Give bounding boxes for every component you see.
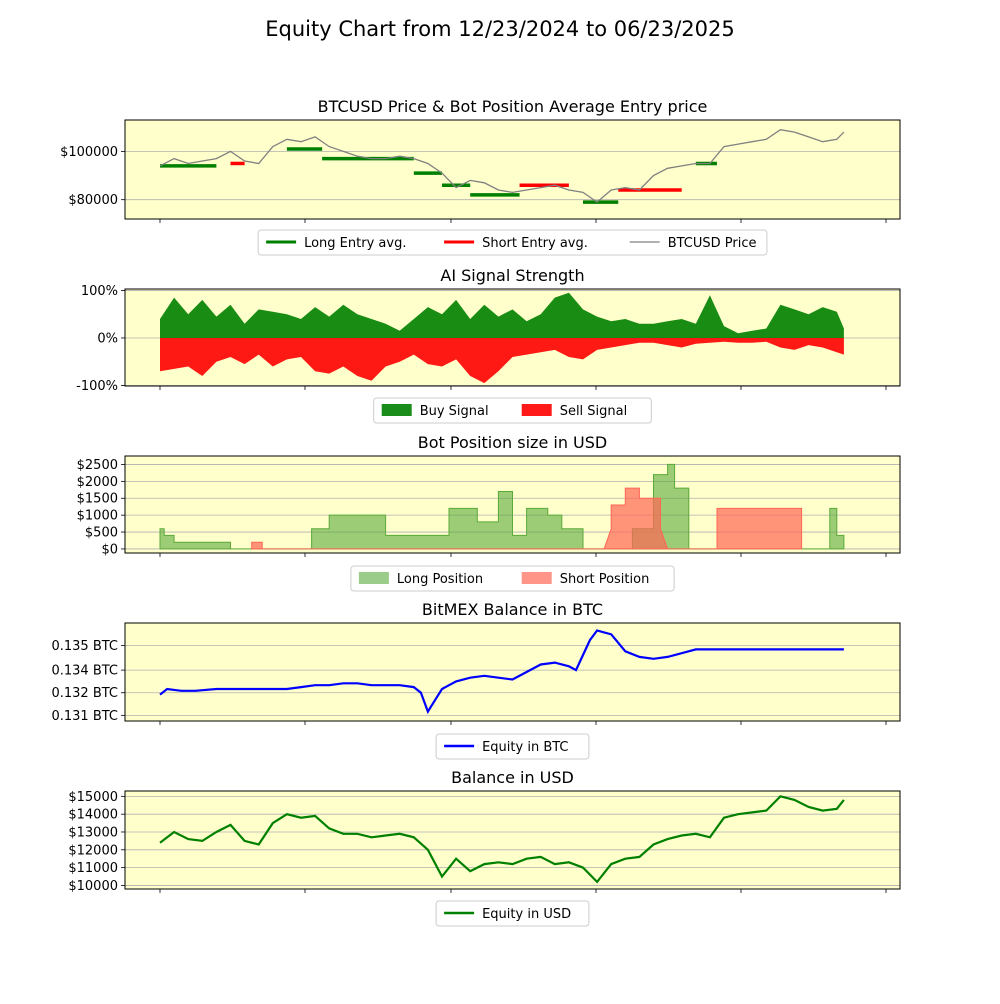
y-tick-label: $13000 xyxy=(68,825,118,840)
legend-box xyxy=(350,565,675,592)
y-tick-label: $11000 xyxy=(68,861,118,876)
panel-title: Balance in USD xyxy=(451,768,574,787)
chart-panel-4: BitMEX Balance in BTC 0.131 BTC 0.132 BTC 0… xyxy=(51,600,901,760)
btcusd-price-line xyxy=(159,129,845,203)
y-tick-label: $10000 xyxy=(68,879,118,894)
plot-background xyxy=(125,120,900,219)
chart-panel-2: AI Signal Strength -100% 0% 100% Buy Signal S… xyxy=(76,266,901,424)
legend-label: Equity in BTC xyxy=(482,740,568,755)
y-tick-label: $2500 xyxy=(77,458,118,473)
legend: Equity in BTC xyxy=(435,733,590,760)
legend-label: Short Entry avg. xyxy=(482,236,588,251)
chart-panel-1: BTCUSD Price & Bot Position Average Entr… xyxy=(60,97,901,256)
y-tick-label: 0.135 BTC xyxy=(51,639,118,654)
y-tick-label: $15000 xyxy=(68,790,118,805)
y-tick-label: $0 xyxy=(101,542,118,557)
legend-label: Buy Signal xyxy=(420,404,489,419)
legend: Long Position Short Position xyxy=(350,565,675,592)
chart-panel-3: Bot Position size in USD $0$500 $1000 $1500… xyxy=(77,433,901,592)
plot-background xyxy=(125,791,900,889)
legend-box xyxy=(373,397,652,424)
y-tick-label: $500 xyxy=(85,526,118,541)
legend: Equity in USD xyxy=(435,900,590,927)
y-tick-label: 0.132 BTC xyxy=(51,686,118,701)
figure-title: Equity Chart from 12/23/2024 to 06/23/20… xyxy=(265,17,735,41)
plot-background xyxy=(125,623,900,721)
y-tick-label: 0% xyxy=(97,331,118,346)
plot-frame xyxy=(124,119,901,220)
legend-label: Equity in USD xyxy=(482,907,571,922)
y-tick-label: 100% xyxy=(81,284,118,299)
legend-label: Short Position xyxy=(560,572,650,587)
legend-swatch xyxy=(358,572,389,584)
chart-panel-5: Balance in USD $10000 $11000 $12000 $13000 $1… xyxy=(68,768,901,927)
legend: Long Entry avg. Short Entry avg. BTCUSD Pr… xyxy=(257,229,768,256)
sell-signal-area xyxy=(160,338,844,384)
legend-swatch xyxy=(521,572,552,584)
panel-title: BitMEX Balance in BTC xyxy=(422,600,603,619)
legend: Buy Signal Sell Signal xyxy=(373,397,652,424)
panel-title: Bot Position size in USD xyxy=(418,433,607,452)
y-tick-label: $12000 xyxy=(68,843,118,858)
plot-frame xyxy=(124,455,901,554)
panel-title: AI Signal Strength xyxy=(440,266,584,285)
y-tick-label: $80000 xyxy=(68,193,118,208)
legend-box xyxy=(435,900,590,927)
legend-label: Long Entry avg. xyxy=(304,236,406,251)
short-position-area xyxy=(251,487,803,550)
y-tick-label: 0.134 BTC xyxy=(51,664,118,679)
legend-label: Sell Signal xyxy=(560,404,628,419)
y-tick-label: 0.131 BTC xyxy=(51,709,118,724)
plot-frame xyxy=(124,622,901,722)
legend-label: BTCUSD Price xyxy=(668,236,757,251)
legend-label: Long Position xyxy=(397,572,483,587)
y-tick-label: $2000 xyxy=(77,475,118,490)
y-tick-label: $100000 xyxy=(60,145,118,160)
legend-box xyxy=(435,733,590,760)
y-tick-label: -100% xyxy=(76,379,118,394)
legend-swatch xyxy=(381,404,412,416)
panel-title: BTCUSD Price & Bot Position Average Entr… xyxy=(318,97,708,116)
legend-swatch xyxy=(521,404,552,416)
buy-signal-area xyxy=(160,292,844,338)
equity-btc-line xyxy=(159,629,844,715)
y-tick-label: $14000 xyxy=(68,808,118,823)
y-tick-label: $1500 xyxy=(77,492,118,507)
legend-box xyxy=(257,229,768,256)
plot-frame xyxy=(124,288,901,387)
plot-frame xyxy=(124,790,901,890)
chart-panels: BTCUSD Price & Bot Position Average Entr… xyxy=(51,97,901,927)
y-tick-label: $1000 xyxy=(77,509,118,524)
equity-usd-line xyxy=(159,795,845,884)
